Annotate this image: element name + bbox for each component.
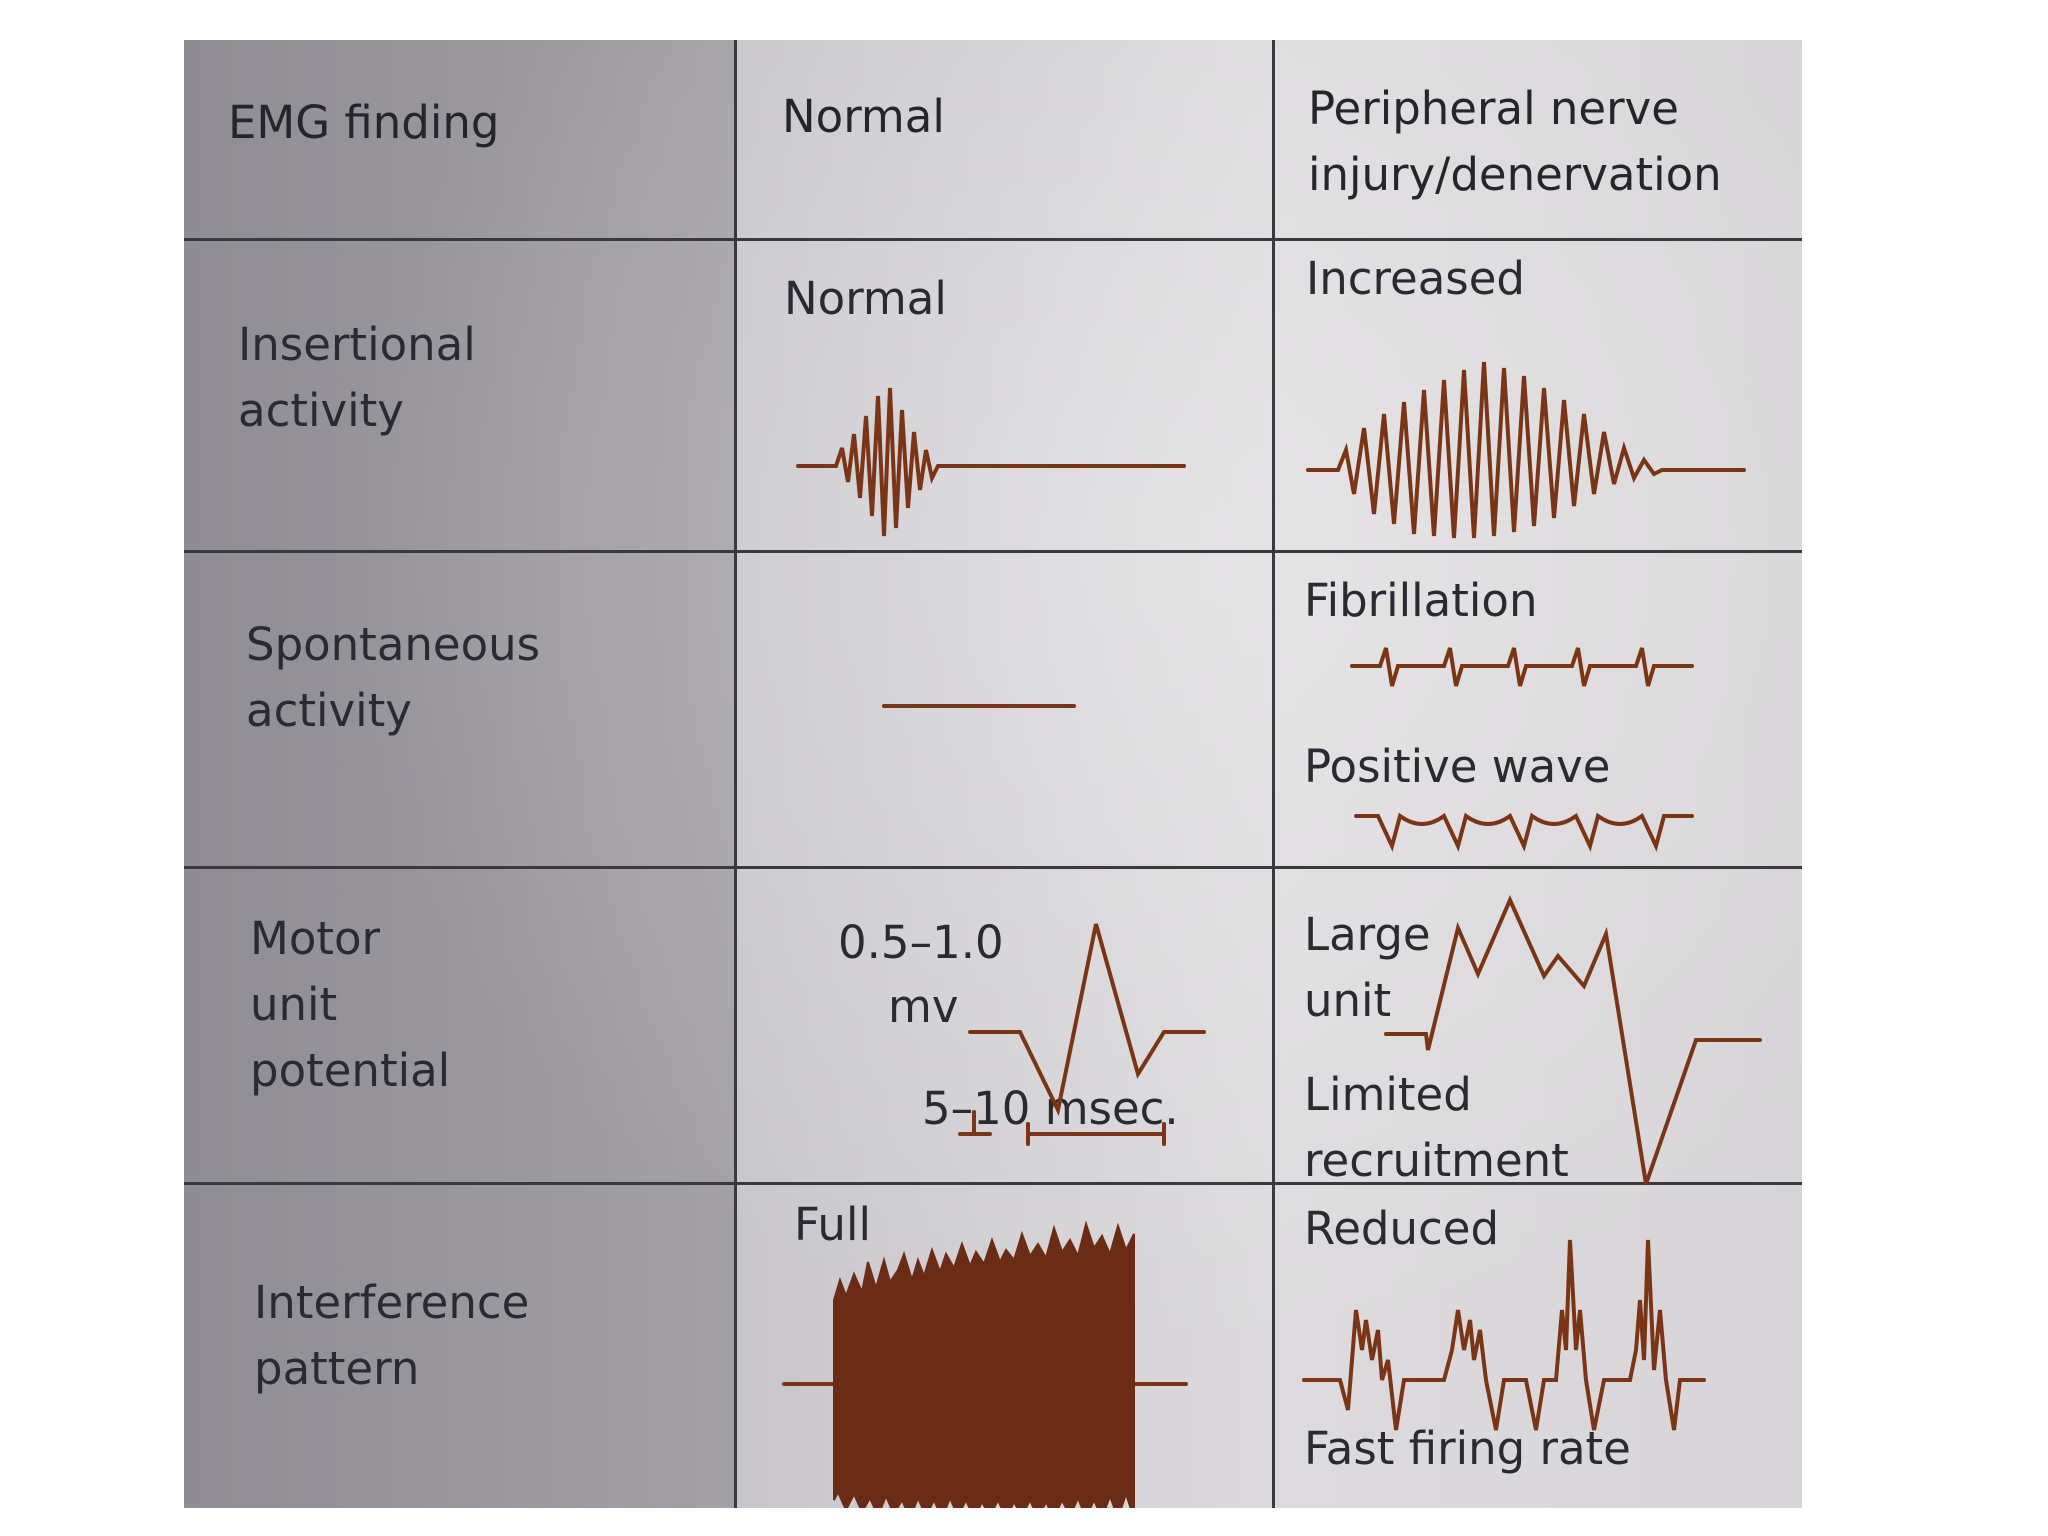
insertional-increased-waveform — [1306, 361, 1746, 539]
row-divider — [184, 550, 1802, 553]
row-divider — [184, 1182, 1802, 1185]
mup-large-unit-waveform — [1384, 895, 1762, 1185]
insertional-normal-waveform — [796, 387, 1186, 537]
mup-amplitude-label: 0.5–1.0 — [838, 916, 1004, 969]
fibrillation-waveform — [1350, 647, 1694, 687]
header-emg-finding: EMG finding — [228, 96, 500, 149]
positive-wave-waveform — [1354, 812, 1694, 852]
mup-duration-label: 5–10 msec. — [922, 1082, 1179, 1135]
mup-amplitude-unit: mv — [888, 980, 959, 1033]
header-normal: Normal — [782, 90, 945, 143]
insertional-increased-label: Increased — [1306, 252, 1526, 305]
row-divider — [184, 866, 1802, 869]
interference-reduced-waveform — [1302, 1239, 1706, 1431]
column-divider — [1272, 40, 1275, 1508]
large-unit-label: Large unit — [1304, 908, 1431, 1027]
finding-motor-unit-potential: Motor unit potential — [250, 912, 451, 1097]
emg-findings-table: EMG finding Normal Peripheral nerve inju… — [184, 40, 1802, 1508]
header-denervation: Peripheral nerve injury/denervation — [1308, 82, 1722, 201]
insertional-normal-label: Normal — [784, 272, 947, 325]
fast-firing-rate-label: Fast firing rate — [1304, 1422, 1631, 1475]
finding-interference-pattern: Interference pattern — [254, 1276, 530, 1395]
spontaneous-normal-flatline — [882, 704, 1076, 708]
limited-recruitment-label: Limited recruitment — [1304, 1068, 1569, 1187]
finding-spontaneous-activity: Spontaneous activity — [246, 618, 541, 737]
positive-wave-label: Positive wave — [1304, 740, 1611, 793]
interference-reduced-label: Reduced — [1304, 1202, 1500, 1255]
finding-insertional-activity: Insertional activity — [238, 318, 476, 437]
interference-full-label: Full — [794, 1198, 871, 1251]
interference-full-waveform — [782, 1220, 1188, 1508]
fibrillation-label: Fibrillation — [1304, 574, 1538, 627]
mup-normal-waveform — [958, 923, 1206, 1146]
row-divider — [184, 238, 1802, 241]
column-divider — [734, 40, 737, 1508]
